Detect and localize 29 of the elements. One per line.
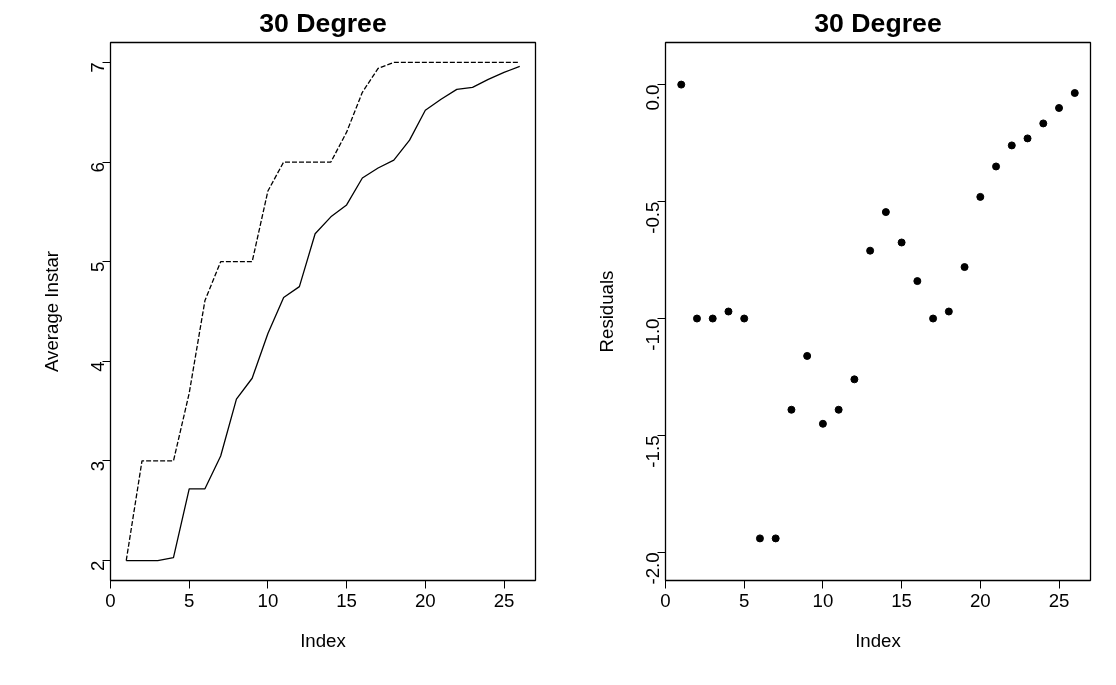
- y-tick-label: 7: [87, 62, 108, 73]
- x-tick-label: 20: [414, 589, 436, 611]
- x-tick-label: 20: [969, 589, 991, 611]
- x-tick-label: 15: [891, 589, 912, 611]
- x-tick-label: 25: [493, 589, 515, 611]
- y-tick-label: -0.5: [642, 201, 663, 234]
- chart-title: 30 Degree: [814, 7, 942, 38]
- y-tick-label: 6: [87, 162, 108, 173]
- y-tick-label: 3: [87, 460, 108, 472]
- x-tick-label: 5: [184, 589, 195, 611]
- y-tick-label: 2: [87, 560, 108, 571]
- y-tick-label: -1.5: [642, 435, 663, 468]
- x-tick-label: 10: [812, 589, 834, 611]
- y-tick-label: 4: [87, 361, 108, 372]
- y-axis-title: Residuals: [595, 270, 617, 353]
- x-tick-label: 0: [105, 589, 116, 611]
- chart-title: 30 Degree: [259, 7, 387, 38]
- x-tick-label: 10: [257, 589, 279, 611]
- y-tick-label: 5: [87, 261, 108, 273]
- x-axis-title: Index: [855, 629, 902, 651]
- x-tick-label: 5: [739, 589, 750, 611]
- x-tick-label: 25: [1048, 589, 1070, 611]
- y-tick-label: -1.0: [642, 318, 663, 351]
- x-tick-label: 15: [336, 589, 357, 611]
- y-axis-title: Average Instar: [40, 251, 62, 372]
- y-tick-label: -2.0: [642, 552, 663, 585]
- y-tick-label: 0.0: [642, 84, 663, 111]
- x-axis-title: Index: [300, 629, 347, 651]
- x-tick-label: 0: [660, 589, 671, 611]
